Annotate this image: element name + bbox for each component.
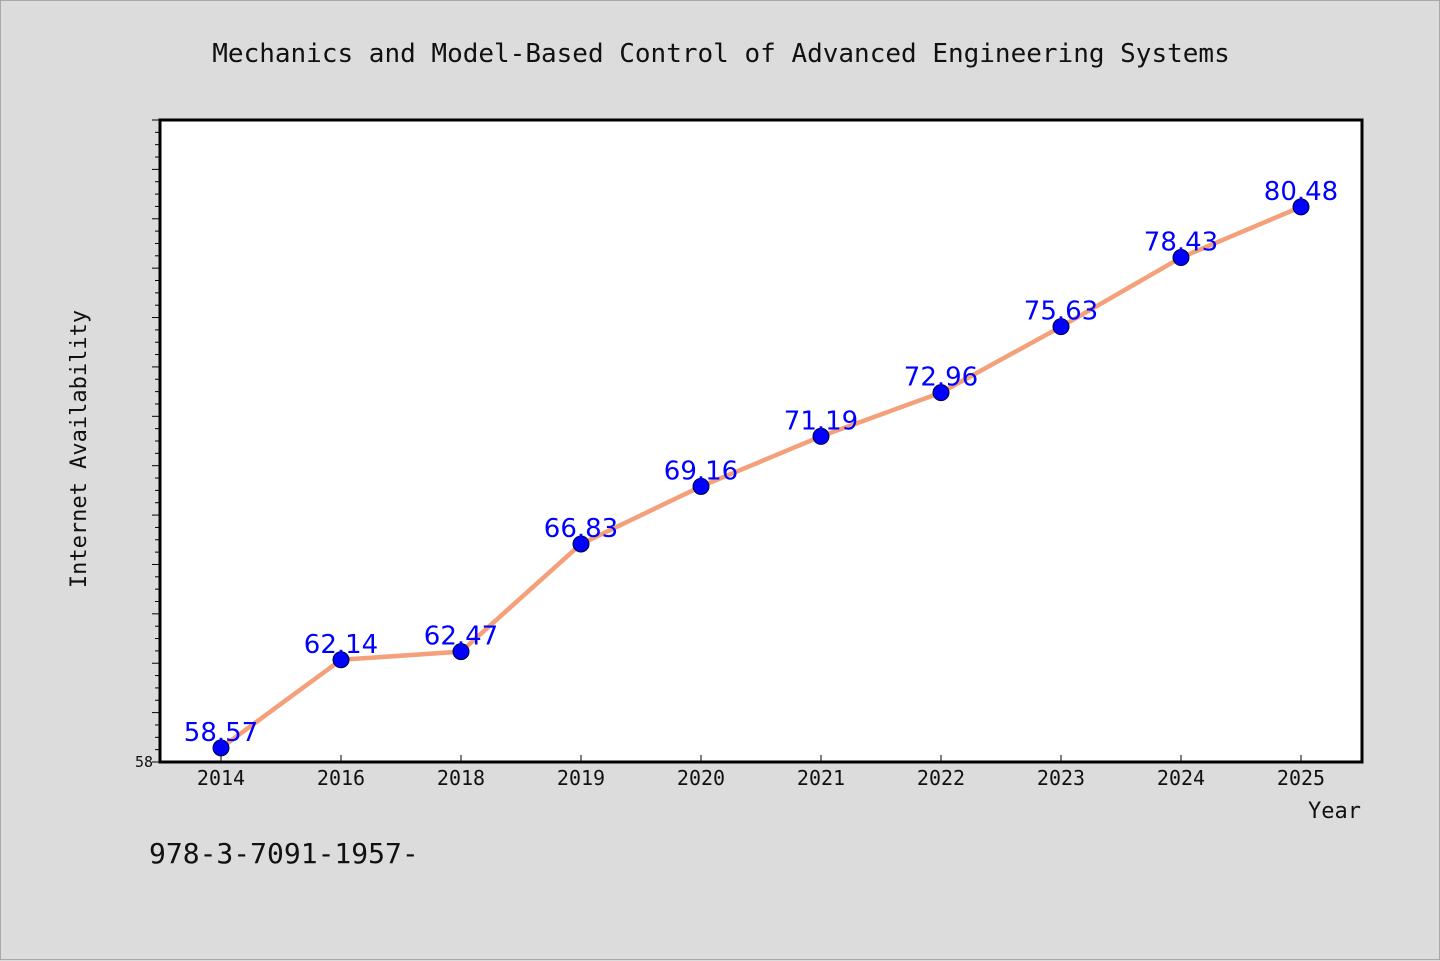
data-label: 69.16 <box>664 456 738 486</box>
x-axis-label: Year <box>1308 799 1361 824</box>
x-tick-label: 2022 <box>917 766 965 790</box>
y-axis-ticks: 58 <box>135 119 160 771</box>
data-label: 75.63 <box>1024 297 1098 327</box>
data-label: 80.48 <box>1264 177 1338 207</box>
data-point[interactable] <box>1172 249 1190 267</box>
y-axis-label: Internet Availability <box>67 310 92 588</box>
data-point[interactable] <box>332 651 350 669</box>
chart-title: Mechanics and Model-Based Control of Adv… <box>212 39 1229 69</box>
data-point[interactable] <box>452 643 470 661</box>
data-labels: 58.57 62.14 62.47 66.83 69.16 71.19 72.96 75.63… <box>184 177 1338 748</box>
data-point[interactable] <box>932 384 950 402</box>
data-label: 78.43 <box>1144 228 1218 258</box>
data-series <box>212 198 1310 757</box>
data-label: 58.57 <box>184 718 258 748</box>
data-point[interactable] <box>572 535 590 553</box>
x-tick-label: 2016 <box>317 766 365 790</box>
data-point[interactable] <box>1292 198 1310 216</box>
data-point[interactable] <box>692 477 710 495</box>
data-label: 72.96 <box>904 363 978 393</box>
x-axis-ticks: 2014 2016 2018 2019 2020 2021 2022 2023 2024 2025 <box>197 755 1325 790</box>
x-tick-label: 2020 <box>677 766 725 790</box>
x-tick-label: 2014 <box>197 766 245 790</box>
data-point[interactable] <box>1052 318 1070 336</box>
data-label: 62.47 <box>424 622 498 652</box>
data-point[interactable] <box>212 739 230 757</box>
footer-text: 978-3-7091-1957- <box>149 837 419 870</box>
plot-area <box>158 118 1364 764</box>
data-label: 62.14 <box>304 630 378 660</box>
data-point[interactable] <box>812 427 830 445</box>
x-tick-label: 2024 <box>1157 766 1205 790</box>
series-line <box>218 204 1304 751</box>
x-tick-label: 2021 <box>797 766 845 790</box>
x-tick-label: 2025 <box>1277 766 1325 790</box>
data-label: 71.19 <box>784 406 858 436</box>
x-tick-label: 2019 <box>557 766 605 790</box>
y-tick-label: 58 <box>135 753 153 771</box>
x-tick-label: 2023 <box>1037 766 1085 790</box>
data-label: 66.83 <box>544 514 618 544</box>
x-tick-label: 2018 <box>437 766 485 790</box>
